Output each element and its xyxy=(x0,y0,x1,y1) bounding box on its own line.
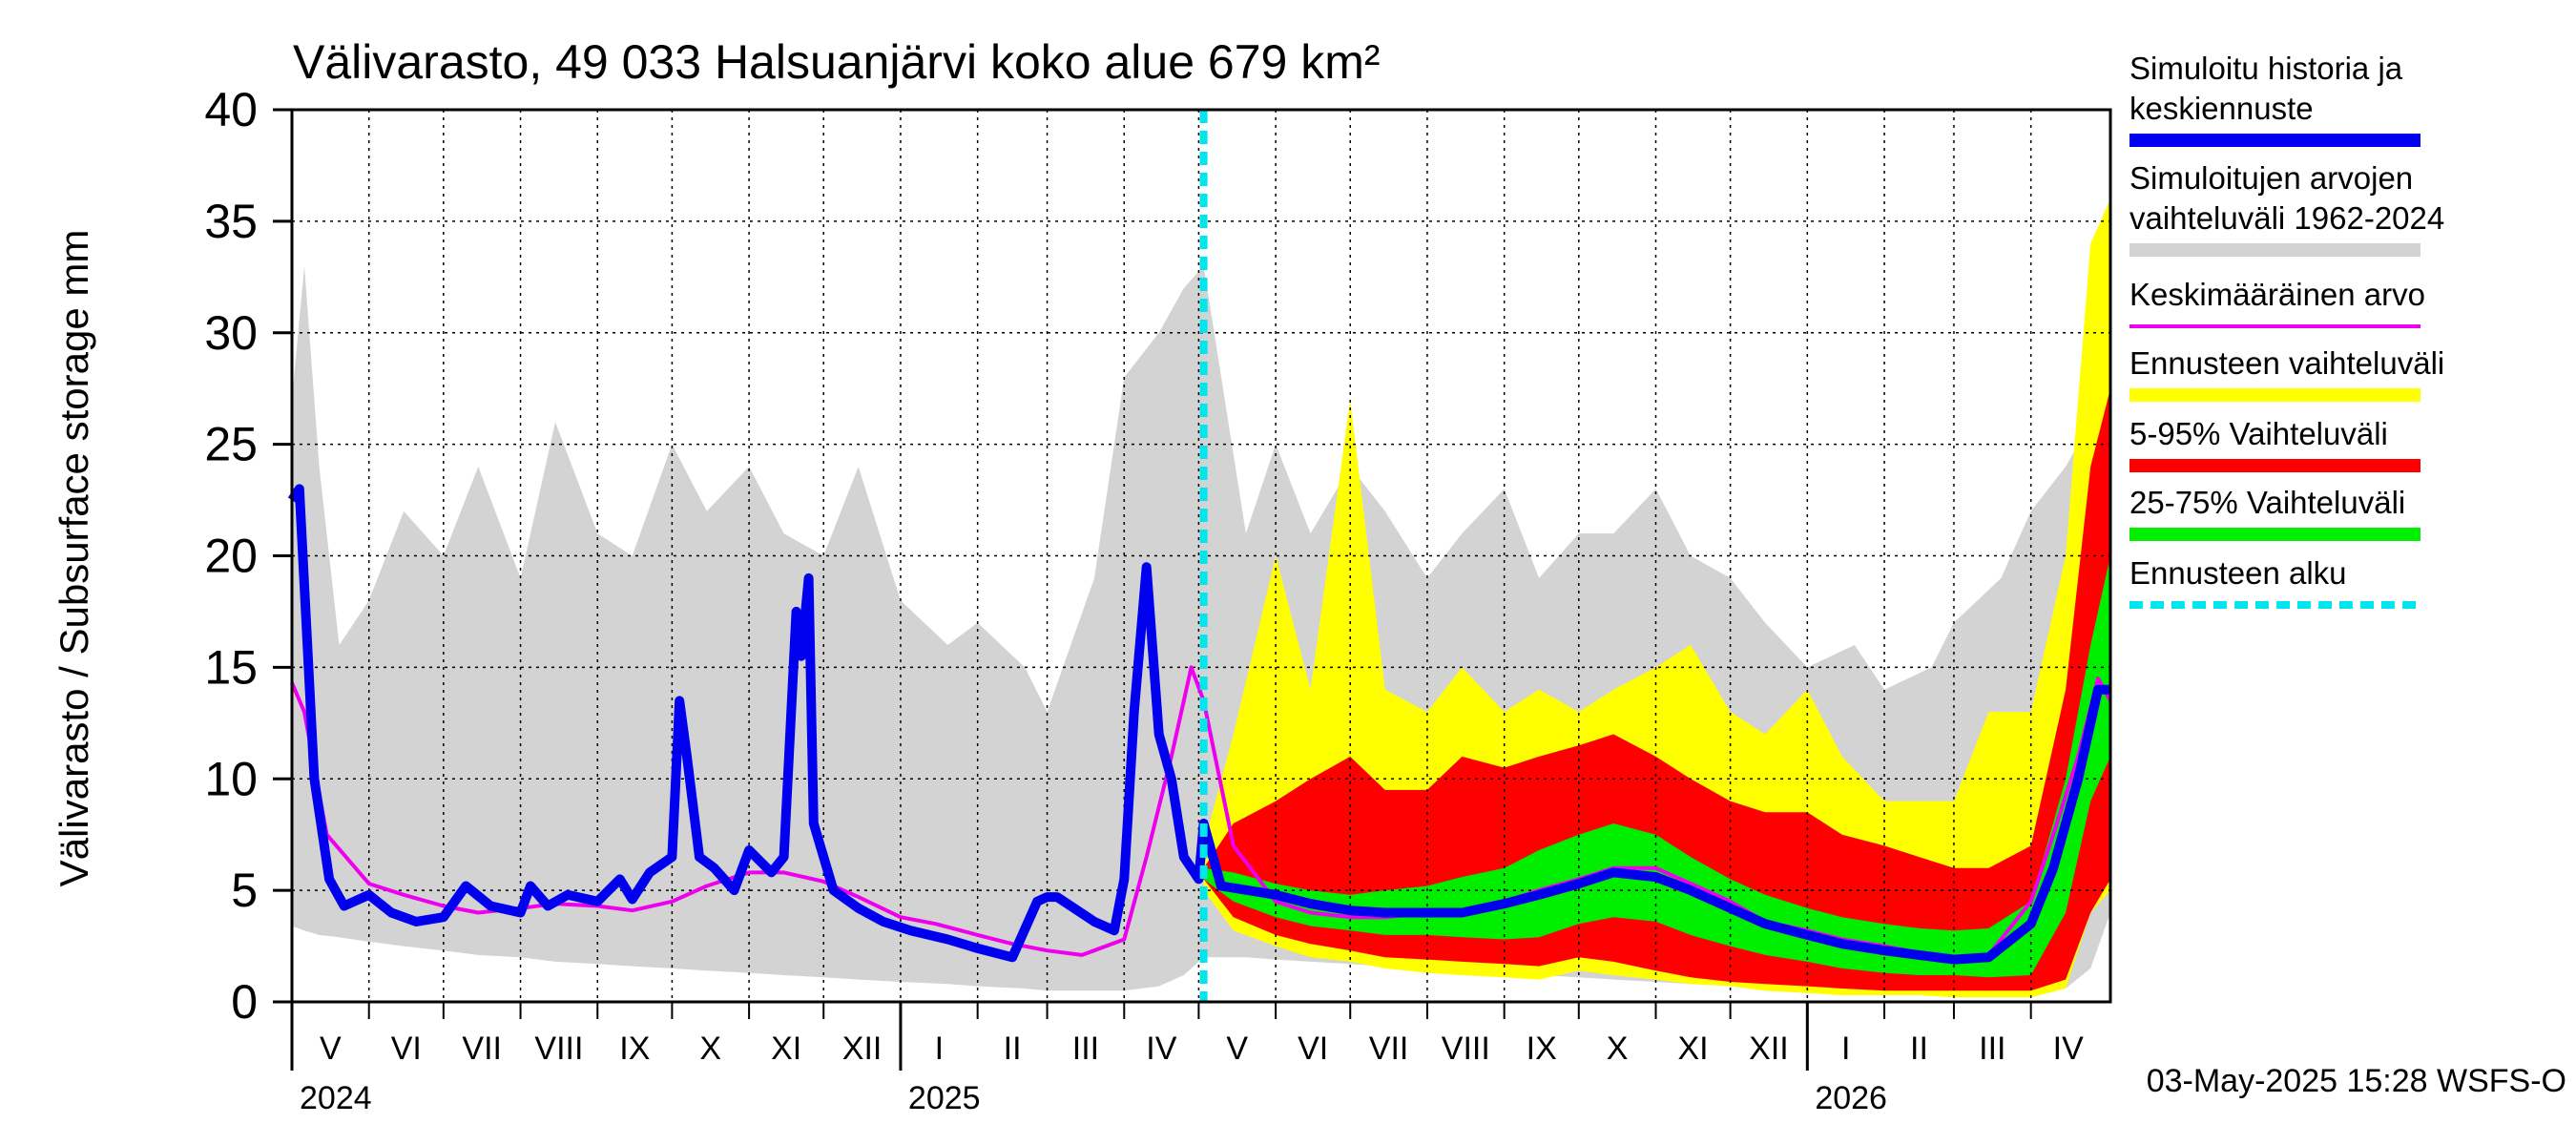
month-label: III xyxy=(1979,1030,2005,1067)
month-label: I xyxy=(935,1030,944,1067)
y-tick-label: 40 xyxy=(204,83,258,136)
month-label: XII xyxy=(1749,1030,1789,1067)
month-label: V xyxy=(320,1030,342,1067)
legend-label: keskiennuste xyxy=(2129,91,2314,126)
month-label: IV xyxy=(1146,1030,1176,1067)
y-tick-label: 10 xyxy=(204,752,258,805)
year-label: 2026 xyxy=(1815,1080,1887,1116)
legend-label: Ennusteen alku xyxy=(2129,555,2347,591)
legend-label: Simuloitujen arvojen xyxy=(2129,160,2413,196)
month-label: III xyxy=(1072,1030,1099,1067)
y-axis-ticks: 0 5 10 15 20 25 30 35 40 xyxy=(204,83,292,1029)
month-label: XI xyxy=(771,1030,801,1067)
legend-label: 25-75% Vaihteluväli xyxy=(2129,485,2405,520)
y-tick-label: 15 xyxy=(204,640,258,694)
month-label: XI xyxy=(1677,1030,1708,1067)
y-tick-label: 5 xyxy=(231,864,258,917)
y-tick-label: 30 xyxy=(204,306,258,360)
band-5-95-vaihteluv-li xyxy=(1203,388,2110,991)
month-label: VIII xyxy=(534,1030,583,1067)
legend-label: 5-95% Vaihteluväli xyxy=(2129,416,2388,451)
legend-label: Ennusteen vaihteluväli xyxy=(2129,345,2444,381)
month-label: VI xyxy=(1298,1030,1328,1067)
x-axis-months: V VI VII VIII IX X XI XII I II III IV V VI VII VIII IX X X… xyxy=(290,1002,2084,1116)
y-tick-label: 0 xyxy=(231,975,258,1029)
y-tick-label: 25 xyxy=(204,418,258,471)
y-tick-label: 20 xyxy=(204,530,258,583)
month-label: I xyxy=(1841,1030,1850,1067)
year-label: 2024 xyxy=(300,1080,372,1116)
series-lines xyxy=(287,484,2112,965)
line-simuloitu-historia-ja-keskiennuste xyxy=(287,484,2110,965)
legend-label: Simuloitu historia ja xyxy=(2129,51,2403,86)
month-label: IX xyxy=(1527,1030,1557,1067)
y-tick-label: 35 xyxy=(204,195,258,248)
legend-label: Keskimääräinen arvo xyxy=(2129,277,2425,312)
legend-label: vaihteluväli 1962-2024 xyxy=(2129,200,2444,236)
month-label: X xyxy=(1607,1030,1629,1067)
month-label: V xyxy=(1226,1030,1248,1067)
y-axis-label: Välivarasto / Subsurface storage mm xyxy=(52,230,96,887)
chart-title: Välivarasto, 49 033 Halsuanjärvi koko al… xyxy=(293,35,1381,89)
month-label: X xyxy=(699,1030,721,1067)
month-label: XII xyxy=(842,1030,883,1067)
month-label: IV xyxy=(2053,1030,2084,1067)
month-label: VIII xyxy=(1442,1030,1490,1067)
month-label: VII xyxy=(462,1030,502,1067)
year-label: 2025 xyxy=(908,1080,981,1116)
month-label: VI xyxy=(391,1030,422,1067)
legend: Simuloitu historia ja keskiennuste Simuloi… xyxy=(2129,51,2444,609)
month-label: II xyxy=(1004,1030,1022,1067)
month-label: IX xyxy=(619,1030,650,1067)
month-label: II xyxy=(1910,1030,1928,1067)
month-label: VII xyxy=(1369,1030,1409,1067)
timestamp-footer: 03-May-2025 15:28 WSFS-O xyxy=(2147,1063,2566,1099)
